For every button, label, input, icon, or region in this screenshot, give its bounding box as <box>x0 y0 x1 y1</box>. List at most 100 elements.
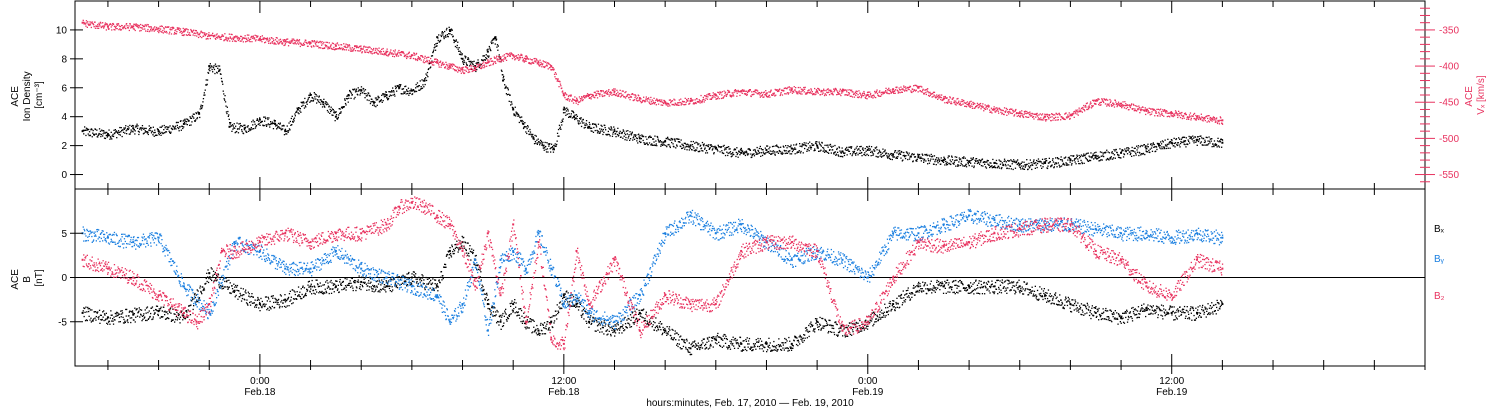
top-series-1-dot <box>276 40 278 42</box>
top-series-0-dot <box>309 101 311 103</box>
top-series-1-dot <box>683 101 685 103</box>
top-series-0-dot <box>297 112 299 114</box>
top-series-1-dot <box>717 91 719 93</box>
top-series-0-dot <box>449 30 451 32</box>
top-series-1-dot <box>610 92 613 94</box>
top-series-1-dot <box>1049 116 1051 118</box>
top-series-0-dot <box>649 135 651 137</box>
top-series-1-dot <box>1116 103 1118 105</box>
top-series-0-point <box>552 147 555 150</box>
top-series-0-dot <box>432 51 434 54</box>
top-series-0-dot <box>815 143 818 145</box>
top-series-0-dot <box>826 144 828 146</box>
top-series-0-dot <box>584 124 586 126</box>
top-series-1-dot <box>616 95 619 97</box>
top-series-1-dot <box>304 41 306 43</box>
top-series-1-dot <box>582 99 584 101</box>
top-series-0-dot <box>604 124 606 127</box>
top-series-1-dot <box>475 69 477 71</box>
top-series-0-dot <box>521 119 523 122</box>
top-series-0-dot <box>240 125 242 127</box>
top-series-0-dot <box>466 64 468 66</box>
top-series-0-dot <box>684 142 686 144</box>
top-series-0-dot <box>402 88 405 90</box>
top-series-1-dot <box>190 28 192 31</box>
top-series-0-dot <box>720 146 722 149</box>
top-series-0-dot <box>1040 161 1042 163</box>
top-series-1-dot <box>707 96 709 98</box>
top-series-1-dot <box>1147 110 1149 112</box>
top-series-0-dot <box>816 141 818 143</box>
top-series-0-dot <box>363 90 365 92</box>
top-series-1-dot <box>426 60 429 63</box>
top-series-0-dot <box>399 85 401 88</box>
top-series-0-dot <box>1113 149 1115 151</box>
top-series-0-dot <box>1203 141 1206 144</box>
top-series-1-dot <box>1021 113 1023 115</box>
top-series-0-dot <box>558 135 560 137</box>
top-series-0-dot <box>222 83 224 85</box>
top-series-1-dot <box>554 76 556 78</box>
top-series-0-dot <box>585 120 588 122</box>
top-series-1-dot <box>292 40 294 42</box>
top-series-1-dot <box>781 89 783 92</box>
top-series-0-dot <box>1116 152 1118 154</box>
top-series-1-dot <box>406 53 408 55</box>
top-series-0-dot <box>724 154 727 157</box>
top-series-1-dot <box>408 51 410 53</box>
top-series-1-dot <box>181 32 183 35</box>
top-series-0-dot <box>677 141 680 143</box>
top-series-1-dot <box>524 55 527 57</box>
top-series-1-dot <box>473 65 475 68</box>
top-series-0-dot <box>998 167 1001 169</box>
top-series-0-dot <box>664 141 666 143</box>
top-series-0-dot <box>544 147 546 149</box>
top-series-1-dot <box>1013 114 1016 116</box>
top-series-1-dot <box>1040 119 1042 121</box>
top-series-1-dot <box>546 65 548 67</box>
top-series-0-dot <box>1005 161 1007 163</box>
top-series-1-dot <box>1019 116 1021 118</box>
top-series-1-dot <box>838 90 841 92</box>
top-series-0-dot <box>668 139 671 141</box>
top-series-1-dot <box>486 65 488 67</box>
top-series-1-dot <box>1133 110 1135 112</box>
top-series-0-dot <box>1209 142 1211 144</box>
top-series-0-dot <box>268 124 270 126</box>
top-series-1-dot <box>984 104 986 106</box>
top-series-1-point <box>334 44 337 47</box>
top-series-0-dot <box>979 159 981 162</box>
top-series-0-dot <box>324 103 326 105</box>
top-series-1-dot <box>460 72 462 74</box>
top-series-1-dot <box>723 95 726 97</box>
top-series-1-dot <box>462 71 464 73</box>
top-series-1-dot <box>451 64 453 67</box>
top-series-1-dot <box>788 86 790 88</box>
top-series-0-dot <box>759 152 761 154</box>
top-series-1-dot <box>702 96 704 99</box>
top-series-1-dot <box>557 78 559 80</box>
top-series-1-dot <box>457 68 459 70</box>
top-series-1-dot <box>308 41 310 43</box>
top-series-0-dot <box>255 125 258 127</box>
top-series-1-dot <box>366 49 368 51</box>
top-series-0-dot <box>1020 162 1022 164</box>
top-series-0-dot <box>217 67 219 69</box>
top-series-0-dot <box>862 147 864 149</box>
top-series-1-dot <box>240 35 242 37</box>
top-series-0-dot <box>928 154 930 156</box>
top-series-1-dot <box>853 96 856 98</box>
top-series-1-dot <box>683 104 685 106</box>
top-series-1-dot <box>212 35 214 37</box>
top-series-0-dot <box>739 149 742 151</box>
top-series-0-dot <box>646 142 648 144</box>
top-series-0-dot <box>207 71 209 74</box>
top-series-1-dot <box>91 21 93 23</box>
top-series-0-dot <box>777 152 780 154</box>
top-series-0-dot <box>907 158 909 161</box>
top-series-1-dot <box>1062 117 1064 119</box>
top-series-1-dot <box>1125 103 1127 105</box>
top-series-1-dot <box>714 93 716 95</box>
top-series-1-dot <box>1017 112 1019 114</box>
top-series-1-dot <box>889 89 891 91</box>
